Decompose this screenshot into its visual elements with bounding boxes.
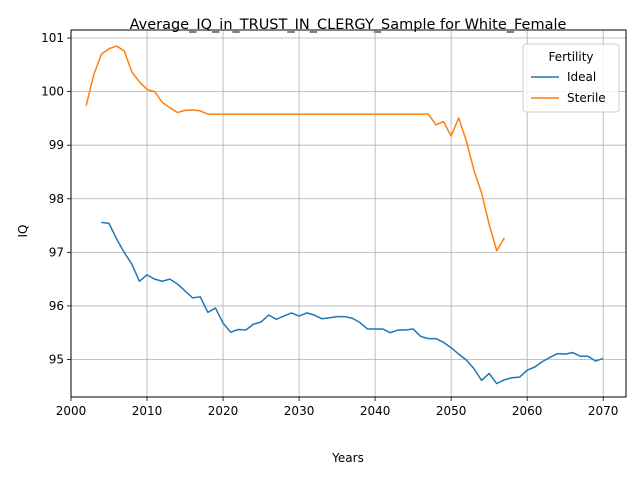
y-tick-label: 95 (49, 352, 64, 366)
series-lines (85, 45, 604, 385)
x-tick-label: 2030 (284, 404, 315, 418)
x-axis-label: Years (331, 451, 364, 465)
y-tick-label: 96 (49, 299, 64, 313)
x-tick-label: 2060 (512, 404, 543, 418)
legend-box (522, 43, 620, 113)
plot-frame (70, 29, 627, 398)
legend-label-ideal: Ideal (567, 70, 596, 84)
chart-title: Average_IQ_in_TRUST_IN_CLERGY_Sample for… (130, 17, 567, 33)
y-tick-label: 100 (41, 85, 64, 99)
axis-ticks: 2000 2010 2020 2030 2040 2050 2060 2070 95 96 97 98… (41, 31, 618, 418)
legend: Fertility Ideal Sterile (522, 43, 620, 113)
y-tick-label: 99 (49, 138, 64, 152)
legend-title: Fertility (548, 50, 593, 64)
y-tick-label: 101 (41, 31, 64, 45)
y-tick-label: 97 (49, 245, 64, 259)
legend-label-sterile: Sterile (567, 91, 606, 105)
series-line-sterile (85, 45, 506, 252)
x-tick-label: 2000 (56, 404, 87, 418)
x-tick-label: 2040 (360, 404, 391, 418)
x-tick-label: 2010 (132, 404, 163, 418)
x-tick-label: 2050 (436, 404, 467, 418)
x-tick-label: 2070 (588, 404, 619, 418)
y-axis-label: IQ (16, 225, 30, 238)
x-tick-label: 2020 (208, 404, 239, 418)
series-line-ideal (101, 221, 604, 385)
y-tick-label: 98 (49, 192, 64, 206)
